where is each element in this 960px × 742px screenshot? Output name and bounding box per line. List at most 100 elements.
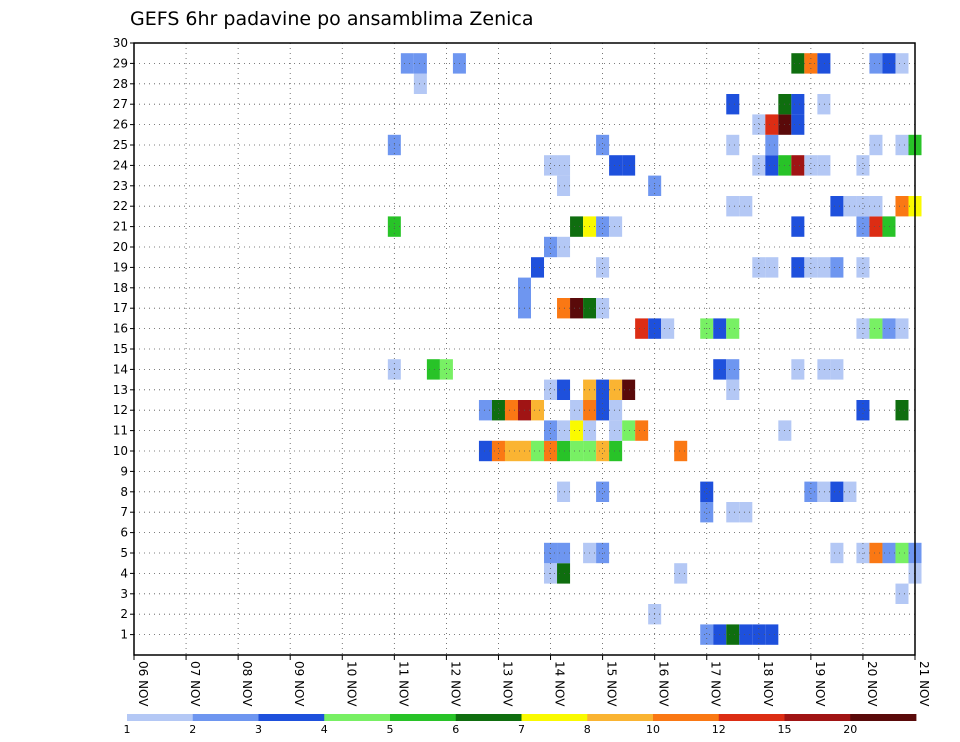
precip-cell bbox=[817, 359, 831, 380]
precip-cell bbox=[557, 542, 571, 564]
precip-cell bbox=[413, 73, 427, 94]
precip-cell bbox=[700, 624, 714, 645]
precip-cell bbox=[544, 420, 558, 441]
precip-cell bbox=[544, 379, 558, 400]
precip-cell bbox=[674, 440, 688, 462]
colorbar-swatch bbox=[653, 714, 720, 721]
precip-cell bbox=[726, 624, 740, 645]
colorbar-label: 4 bbox=[321, 723, 328, 736]
precip-cell bbox=[752, 624, 766, 645]
precip-cell bbox=[491, 440, 505, 462]
precip-cell bbox=[726, 379, 740, 400]
precip-cell bbox=[700, 502, 714, 523]
precip-cell bbox=[570, 440, 584, 462]
precip-cell bbox=[817, 94, 831, 115]
precip-cell bbox=[609, 420, 623, 441]
precip-cell bbox=[557, 155, 571, 176]
precip-cell bbox=[609, 400, 623, 421]
precip-cell bbox=[504, 400, 518, 421]
precip-cell bbox=[478, 440, 492, 462]
colorbar-label: 12 bbox=[712, 723, 726, 736]
y-tick-label: 12 bbox=[113, 403, 128, 417]
precip-cell bbox=[869, 318, 883, 339]
precip-cell bbox=[544, 236, 558, 258]
precip-cell bbox=[765, 114, 779, 135]
precip-cell bbox=[791, 216, 805, 237]
precip-cell bbox=[752, 114, 766, 135]
y-tick-label: 26 bbox=[113, 118, 128, 132]
colorbar-label: 2 bbox=[189, 723, 196, 736]
precip-cell bbox=[739, 624, 753, 645]
precip-cell bbox=[726, 359, 740, 380]
precip-cell bbox=[609, 216, 623, 237]
y-tick-label: 4 bbox=[120, 566, 128, 580]
y-tick-label: 13 bbox=[113, 383, 128, 397]
precip-cell bbox=[895, 542, 909, 564]
precip-cell bbox=[817, 53, 831, 74]
precip-cell bbox=[869, 196, 883, 217]
precip-cell bbox=[895, 400, 909, 421]
colorbar-label: 1 bbox=[124, 723, 131, 736]
precip-cell bbox=[596, 216, 610, 237]
precip-cell bbox=[609, 155, 623, 176]
y-tick-label: 17 bbox=[113, 301, 128, 315]
y-tick-label: 27 bbox=[113, 97, 128, 111]
precip-cell bbox=[596, 257, 610, 278]
y-tick-label: 21 bbox=[113, 220, 128, 234]
precip-cell bbox=[439, 359, 453, 380]
precip-cell bbox=[752, 257, 766, 278]
precip-cell bbox=[557, 236, 571, 258]
y-tick-label: 16 bbox=[113, 322, 128, 336]
precip-cell bbox=[791, 359, 805, 380]
precip-cell bbox=[739, 502, 753, 523]
precip-cell bbox=[869, 216, 883, 237]
colorbar-label: 3 bbox=[255, 723, 262, 736]
precip-cell bbox=[661, 318, 675, 339]
precip-cell bbox=[804, 155, 818, 176]
y-tick-label: 6 bbox=[120, 526, 128, 540]
x-tick-label: 11 NOV bbox=[396, 661, 410, 707]
colorbar-swatch bbox=[258, 714, 325, 721]
precip-cell bbox=[635, 420, 649, 441]
y-tick-label: 5 bbox=[120, 546, 128, 560]
precip-cell bbox=[674, 563, 688, 584]
precip-cell bbox=[557, 298, 571, 319]
precip-cell bbox=[895, 318, 909, 339]
precip-cell bbox=[817, 155, 831, 176]
precip-cell bbox=[557, 481, 571, 502]
precip-cell bbox=[557, 563, 571, 584]
precip-cell bbox=[895, 53, 909, 74]
y-tick-label: 24 bbox=[113, 158, 128, 172]
y-tick-label: 3 bbox=[120, 587, 128, 601]
precip-cell bbox=[882, 318, 896, 339]
precip-cell bbox=[791, 94, 805, 115]
colorbar-label: 15 bbox=[778, 723, 792, 736]
precip-cell bbox=[869, 53, 883, 74]
y-tick-label: 8 bbox=[120, 485, 128, 499]
precip-cell bbox=[830, 359, 844, 380]
precip-cell bbox=[752, 155, 766, 176]
y-tick-label: 30 bbox=[113, 36, 128, 50]
cells-layer bbox=[387, 53, 922, 645]
precip-cell bbox=[817, 481, 831, 502]
colorbar-label: 8 bbox=[584, 723, 591, 736]
x-tick-label: 21 NOV bbox=[917, 661, 931, 707]
colorbar-swatch bbox=[587, 714, 654, 721]
precip-cell bbox=[557, 440, 571, 462]
precip-cell bbox=[570, 216, 584, 237]
precip-cell bbox=[765, 624, 779, 645]
precip-cell bbox=[635, 318, 649, 339]
precip-cell bbox=[830, 542, 844, 564]
precip-cell bbox=[570, 400, 584, 421]
y-tick-label: 23 bbox=[113, 179, 128, 193]
colorbar-swatch bbox=[718, 714, 785, 721]
precip-cell bbox=[426, 359, 440, 380]
precip-cell bbox=[413, 53, 427, 74]
y-tick-label: 9 bbox=[120, 464, 128, 478]
y-axis: 1234567891011121314151617181920212223242… bbox=[113, 36, 134, 642]
precip-cell bbox=[609, 440, 623, 462]
precip-cell bbox=[491, 400, 505, 421]
precip-cell bbox=[856, 400, 870, 421]
precip-cell bbox=[882, 216, 896, 237]
